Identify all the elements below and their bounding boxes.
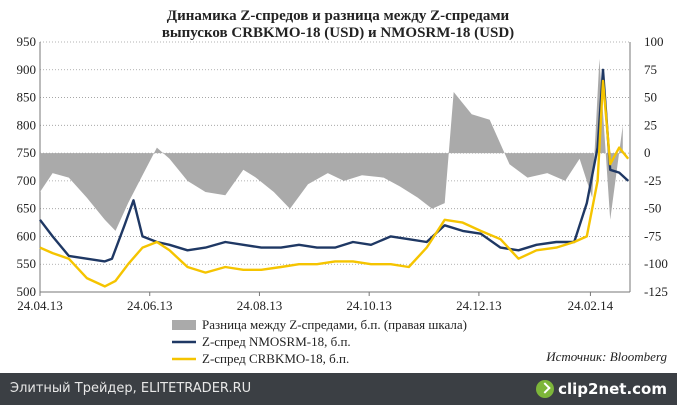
y-tick-left: 700 [17, 173, 37, 188]
legend-label: Z-спред NMOSRM-18, б.п. [202, 334, 351, 349]
chart-svg: Динамика Z-спредов и разница между Z-спр… [17, 8, 668, 366]
crbkmo-line [39, 79, 630, 288]
footer-site-label: Элитный Трейдер, ELITETRADER.RU [10, 381, 252, 396]
y-tick-right: -75 [644, 228, 661, 243]
nmosrm-line [39, 68, 630, 263]
y-tick-right: 100 [644, 34, 664, 49]
y-tick-right: -100 [644, 256, 668, 271]
y-tick-left: 850 [17, 90, 37, 105]
y-tick-right: -50 [644, 201, 661, 216]
x-tick-label: 24.06.13 [127, 298, 173, 313]
x-tick-label: 24.02.14 [568, 298, 614, 313]
y-tick-right: 0 [644, 145, 651, 160]
legend-label: Разница между Z-спредами, б.п. (правая ш… [202, 317, 467, 332]
x-tick-label: 24.12.13 [456, 298, 502, 313]
brand-label: clip2net.com [558, 380, 667, 398]
source-note: Источник: Bloomberg [545, 349, 667, 364]
y-tick-left: 500 [17, 284, 37, 299]
y-tick-right: 50 [644, 90, 657, 105]
y-tick-left: 800 [17, 117, 37, 132]
y-tick-left: 600 [17, 228, 37, 243]
chart-title-line: выпусков CRBKMO-18 (USD) и NMOSRM-18 (US… [162, 25, 514, 41]
brand-logo[interactable]: clip2net.com [536, 378, 667, 400]
chart-title-line: Динамика Z-спредов и разница между Z-спр… [167, 8, 510, 24]
y-tick-left: 750 [17, 145, 37, 160]
y-tick-left: 550 [17, 256, 37, 271]
y-tick-left: 650 [17, 201, 37, 216]
x-tick-label: 24.08.13 [237, 298, 283, 313]
x-tick-label: 24.04.13 [17, 298, 63, 313]
y-tick-right: -25 [644, 173, 661, 188]
y-tick-right: 75 [644, 62, 657, 77]
check-icon [536, 380, 555, 398]
legend-label: Z-спред CRBKMO-18, б.п. [202, 351, 349, 366]
y-tick-left: 950 [17, 34, 37, 49]
y-tick-right: -125 [644, 284, 668, 299]
y-tick-right: 25 [644, 117, 657, 132]
y-tick-left: 900 [17, 62, 37, 77]
legend-swatch-diff [172, 320, 196, 330]
diff-area [40, 58, 623, 231]
x-tick-label: 24.10.13 [346, 298, 392, 313]
footer-bar: Элитный Трейдер, ELITETRADER.RU clip2net… [0, 373, 677, 405]
